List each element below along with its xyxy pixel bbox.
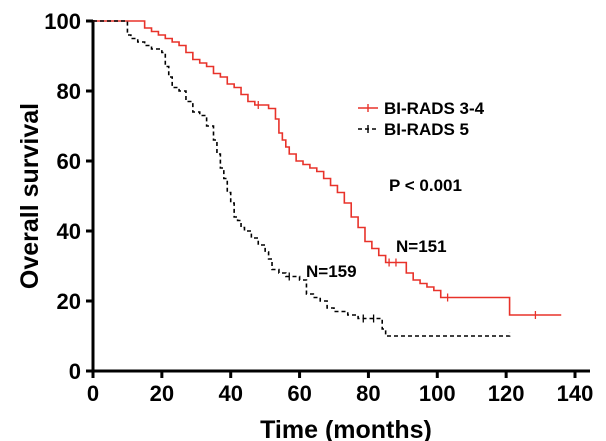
n-red-annotation: N=151 xyxy=(396,237,447,256)
y-tick-label-40: 40 xyxy=(57,219,81,244)
plot-series xyxy=(93,20,562,337)
series-line-bi-rads-3-4 xyxy=(93,20,562,316)
axes xyxy=(91,20,590,373)
x-tick-label-40: 40 xyxy=(218,381,242,406)
censor-marks xyxy=(257,101,537,323)
y-axis-title: Overall survival xyxy=(16,103,44,289)
ticks: 0 20 40 60 80 100 120 140 0 20 40 60 80 100 xyxy=(44,9,593,406)
legend-label-birads-3-4: BI-RADS 3-4 xyxy=(384,99,485,118)
y-tick-label-80: 80 xyxy=(57,79,81,104)
y-tick-label-60: 60 xyxy=(57,149,81,174)
x-tick-label-140: 140 xyxy=(557,381,594,406)
legend-label-birads-5: BI-RADS 5 xyxy=(384,120,469,139)
y-tick-label-20: 20 xyxy=(57,289,81,314)
x-tick-label-80: 80 xyxy=(356,381,380,406)
series-line-bi-rads-5 xyxy=(93,20,511,337)
n-black-annotation: N=159 xyxy=(306,262,357,281)
x-tick-label-60: 60 xyxy=(287,381,311,406)
x-tick-label-0: 0 xyxy=(87,381,99,406)
legend: BI-RADS 3-4 BI-RADS 5 xyxy=(358,99,485,139)
p-value-annotation: P < 0.001 xyxy=(389,176,462,195)
legend-item-birads-3-4: BI-RADS 3-4 xyxy=(358,99,485,118)
x-tick-label-20: 20 xyxy=(150,381,174,406)
legend-item-birads-5: BI-RADS 5 xyxy=(358,120,469,139)
x-axis-title: Time (months) xyxy=(260,416,432,441)
y-tick-label-0: 0 xyxy=(69,359,81,384)
x-tick-label-100: 100 xyxy=(419,381,456,406)
y-tick-label-100: 100 xyxy=(44,9,81,34)
x-tick-label-120: 120 xyxy=(488,381,525,406)
